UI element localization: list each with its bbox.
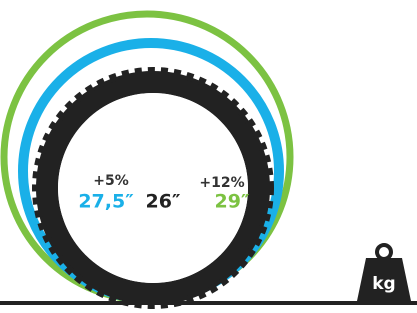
wheel-size-infographic: kg +5% 27,5″ 26″ +12% 29″ — [0, 0, 417, 313]
size-label: 26″ — [146, 191, 181, 213]
increase-label: +12% — [199, 175, 244, 191]
size-label: 29″ — [215, 191, 250, 213]
size-label: 27,5″ — [78, 191, 134, 213]
weight-label: kg — [372, 274, 395, 294]
weight-handle — [377, 245, 391, 259]
ground-line — [0, 301, 417, 305]
increase-label: +5% — [93, 173, 129, 189]
